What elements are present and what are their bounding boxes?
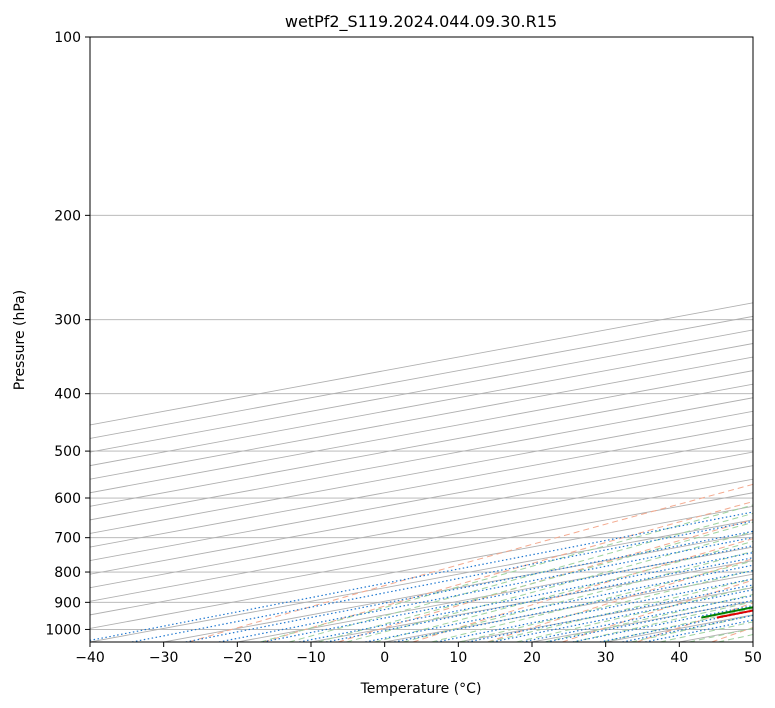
dry-adiabat-line — [562, 579, 753, 642]
isotherm-line — [90, 424, 753, 548]
isotherm-line — [90, 329, 753, 453]
mixing-ratio-line — [365, 564, 753, 642]
isotherm-line — [90, 519, 753, 642]
y-tick-label: 400 — [54, 387, 81, 403]
isotherm-line — [90, 505, 753, 629]
x-tick-label: −40 — [75, 650, 105, 666]
moist-adiabat-line — [346, 531, 753, 642]
y-tick-label: 900 — [54, 595, 81, 611]
x-tick-label: 10 — [449, 650, 467, 666]
isotherm-lines — [90, 302, 753, 642]
y-axis-label: Pressure (hPa) — [12, 290, 28, 390]
mixing-ratio-line — [436, 578, 753, 642]
isotherm-line — [90, 438, 753, 562]
x-tick-label: −20 — [223, 650, 253, 666]
y-tick-label: 100 — [54, 30, 81, 46]
x-tick-label: 30 — [597, 650, 615, 666]
y-tick-label: 800 — [54, 565, 81, 581]
isotherm-line — [90, 315, 753, 439]
moist-adiabat-line — [431, 560, 753, 642]
x-tick-label: 50 — [744, 650, 762, 666]
mixing-ratio-line — [325, 557, 753, 642]
isotherm-line — [90, 451, 753, 575]
x-tick-label: 0 — [380, 650, 389, 666]
y-tick-label: 1000 — [45, 622, 81, 638]
dry-adiabat-line — [338, 519, 753, 642]
dry-adiabat-line — [188, 483, 753, 642]
y-tick-label: 600 — [54, 491, 81, 507]
moist-adiabat-line — [487, 578, 753, 642]
moist-adiabat-line — [317, 521, 753, 642]
moist-adiabats — [260, 504, 753, 642]
x-tick-label: −30 — [149, 650, 179, 666]
chart-title: wetPf2_S119.2024.044.09.30.R15 — [285, 12, 557, 32]
isotherm-line — [163, 532, 753, 642]
plot-background — [90, 37, 753, 642]
y-tick-label: 700 — [54, 531, 81, 547]
mixing-ratio-line — [394, 570, 753, 642]
plot-frame — [89, 36, 754, 643]
isotherm-line — [90, 492, 753, 616]
y-tick-label: 200 — [54, 208, 81, 224]
mixing-ratio-line — [262, 545, 753, 642]
dry-adiabat-line — [412, 538, 753, 642]
mixing-ratio-line — [299, 552, 753, 642]
x-tick-label: −10 — [296, 650, 326, 666]
isotherm-line — [90, 478, 753, 602]
moist-adiabat-line — [402, 550, 753, 642]
isotherm-line — [90, 465, 753, 589]
dry-adiabats — [188, 483, 753, 642]
mixing-ratio-lines — [90, 511, 753, 642]
y-axis-ticks: 100 200 300 400 500 600 700 800 900 1000 — [45, 30, 90, 638]
mixing-ratio-line — [131, 520, 753, 642]
x-axis-label: Temperature (°C) — [360, 681, 482, 697]
y-tick-label: 300 — [54, 313, 81, 329]
x-tick-label: 20 — [523, 650, 541, 666]
x-axis-ticks: −40 −30 −20 −10 0 10 20 30 40 50 — [75, 642, 762, 666]
x-tick-label: 40 — [670, 650, 688, 666]
isotherm-line — [90, 302, 753, 426]
y-tick-label: 500 — [54, 444, 81, 460]
moist-adiabat-line — [516, 586, 753, 642]
